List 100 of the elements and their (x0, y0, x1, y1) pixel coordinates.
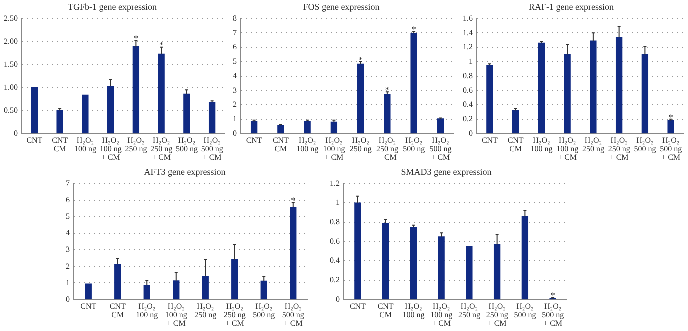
bar (512, 110, 520, 134)
x-tick-label: H₂O₂ 100 ng + CM (100, 136, 122, 162)
bar (522, 216, 529, 300)
x-tick-label: H₂O₂ 500 ng + CM (660, 136, 682, 162)
x-tick-label: H₂O₂ 500 ng + CM (542, 302, 564, 328)
x-tick-label: H₂O₂ 500 ng (514, 302, 536, 320)
bar (486, 65, 494, 134)
y-tick-label: 3 (233, 86, 237, 95)
annotation: * (412, 24, 417, 34)
bar (85, 284, 92, 300)
x-tick-label: CNT (482, 136, 498, 146)
x-tick-label: CNT CM (508, 136, 524, 154)
x-tick-label: H₂O₂ 250 ng (582, 136, 604, 154)
chart-title: TGFb-1 gene expression (68, 2, 158, 12)
bar (668, 120, 674, 134)
bar (410, 33, 418, 134)
y-tick-label: 6 (233, 42, 237, 52)
x-tick-label: CNT CM (378, 302, 394, 320)
y-tick-label: 1.00 (4, 82, 18, 92)
bar (56, 110, 64, 134)
y-tick-label: 0.2 (463, 114, 473, 124)
x-tick-label: CNT CM (52, 136, 68, 154)
x-tick-label: H₂O₂ 500 ng (403, 136, 426, 154)
x-tick-label: H₂O₂ 250 ng + CM (608, 136, 630, 162)
bar (437, 118, 444, 134)
bar (330, 122, 338, 134)
y-tick-label: 2.00 (4, 36, 18, 46)
bar (278, 125, 284, 134)
y-tick-label: 0 (66, 294, 70, 304)
annotation: * (385, 84, 390, 95)
bar (384, 94, 391, 134)
y-tick-label: 0 (336, 294, 340, 304)
annotation: * (291, 196, 296, 206)
bar (158, 54, 165, 134)
x-tick-label: H₂O₂ 100 ng (74, 136, 96, 154)
x-tick-label: H₂O₂ 100 ng (136, 302, 158, 320)
y-tick-label: 2.50 (4, 14, 18, 23)
x-tick-label: H₂O₂ 100 ng + CM (556, 136, 579, 162)
x-tick-label: H₂O₂ 100 ng + CM (165, 302, 188, 328)
y-tick-label: 1.4 (463, 28, 473, 38)
bar (132, 46, 140, 134)
bar (438, 236, 445, 300)
bar (357, 64, 364, 134)
bar (616, 37, 623, 134)
bar (564, 54, 571, 134)
y-tick-label: 5 (66, 212, 70, 222)
x-tick-label: H₂O₂ 250 ng (350, 136, 372, 154)
y-tick-label: 0.6 (330, 236, 340, 246)
y-tick-label: 6 (66, 195, 70, 204)
bar (31, 87, 38, 134)
y-tick-label: 0 (469, 128, 473, 138)
chart-title: FOS gene expression (303, 2, 380, 12)
x-tick-label: H₂O₂ 500 ng + CM (201, 136, 224, 162)
x-tick-label: H₂O₂ 100 ng (296, 136, 319, 154)
annotation: * (358, 54, 364, 65)
y-tick-label: 3 (66, 245, 70, 254)
bar (290, 207, 297, 300)
y-tick-label: 8 (233, 14, 237, 23)
y-tick-label: 0.4 (330, 256, 340, 266)
bar (144, 285, 150, 300)
y-tick-label: 0.6 (463, 86, 473, 95)
x-tick-label: CNT (80, 302, 97, 312)
x-tick-label: CNT (246, 136, 262, 146)
x-tick-label: H₂O₂ 100 ng + CM (430, 302, 453, 328)
bar (114, 264, 122, 300)
y-tick-label: 1 (233, 114, 237, 124)
chart-title: SMAD3 gene expression (401, 166, 492, 177)
x-tick-label: H₂O₂ 250 ng (194, 302, 217, 320)
bar (202, 276, 209, 300)
bar (82, 94, 89, 134)
x-tick-label: H₂O₂ 250 ng + CM (486, 302, 508, 328)
x-tick-label: CNT (350, 302, 366, 312)
x-tick-label: H₂O₂ 100 ng + CM (323, 136, 346, 162)
y-tick-label: 1.2 (463, 42, 473, 52)
bar (107, 86, 114, 134)
bar (208, 102, 216, 134)
y-tick-label: 2 (66, 262, 70, 271)
bar (494, 244, 501, 300)
y-tick-label: 0 (233, 128, 237, 138)
bar (250, 121, 258, 134)
bar (466, 246, 473, 300)
bar (410, 226, 418, 300)
bar (354, 202, 362, 300)
x-tick-label: CNT CM (272, 136, 290, 154)
y-tick-label: 1.2 (330, 178, 340, 188)
annotation: * (134, 34, 139, 44)
bar (173, 280, 180, 300)
x-tick-label: H₂O₂ 500 ng (176, 136, 198, 154)
y-tick-label: 1 (469, 57, 473, 66)
y-tick-label: 1.6 (463, 14, 473, 23)
x-tick-label: H₂O₂ 500 ng + CM (430, 136, 452, 162)
annotation: * (550, 290, 556, 301)
y-tick-label: 1 (66, 278, 70, 288)
bar (538, 42, 546, 134)
chart-title: AFT3 gene expression (144, 166, 226, 177)
y-tick-label: 0.4 (463, 100, 473, 110)
y-tick-label: 4 (233, 71, 237, 80)
y-tick-label: 4 (66, 228, 70, 238)
y-tick-label: 0 (14, 128, 18, 138)
x-tick-label: H₂O₂ 100 ng (402, 302, 425, 320)
